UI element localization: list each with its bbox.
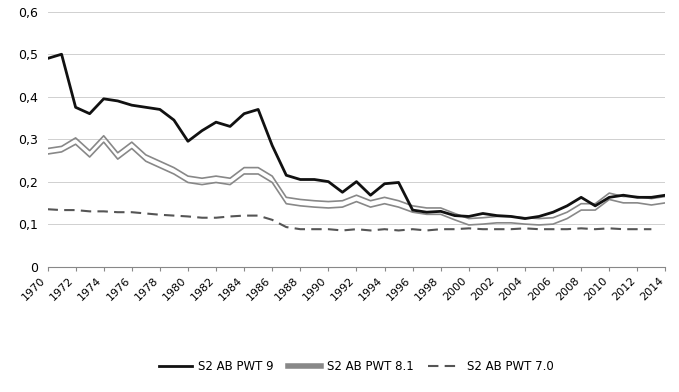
Legend: S2 AB PWT 9, S2 AB PWT 8.1, S2 AB PWT 7.0: S2 AB PWT 9, S2 AB PWT 8.1, S2 AB PWT 7.…	[155, 356, 558, 378]
